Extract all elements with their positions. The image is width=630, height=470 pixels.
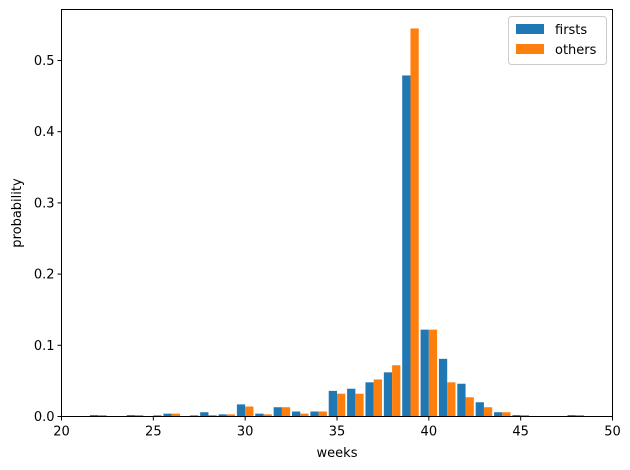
x-tick-label: 40 — [421, 425, 438, 440]
bar-firsts-40 — [420, 329, 429, 417]
bar-firsts-44 — [494, 412, 503, 417]
bar-firsts-42 — [457, 383, 466, 417]
bar-others-26 — [171, 413, 180, 417]
legend-swatch-others — [516, 44, 544, 54]
bar-firsts-24 — [126, 415, 135, 417]
bar-firsts-35 — [328, 390, 337, 417]
bar-firsts-32 — [273, 407, 282, 417]
bar-others-25 — [153, 415, 162, 417]
y-tick-label: 0.3 — [34, 196, 55, 211]
legend: firsts others — [508, 16, 607, 65]
bar-firsts-37 — [365, 382, 374, 417]
bar-others-41 — [447, 382, 456, 417]
bar-firsts-43 — [475, 402, 484, 417]
plot-frame — [61, 9, 613, 417]
x-tick-label: 25 — [145, 425, 162, 440]
bar-others-48 — [575, 415, 585, 417]
y-axis: 0.0 0.1 0.2 0.3 0.4 0.5 — [34, 54, 62, 425]
bar-others-44 — [502, 412, 511, 417]
bar-firsts-33 — [292, 411, 301, 417]
bar-firsts-22 — [89, 415, 99, 417]
bar-firsts-34 — [310, 411, 319, 417]
y-tick-label: 0.5 — [34, 54, 55, 69]
bar-others-30 — [245, 406, 254, 417]
bar-others-32 — [281, 407, 291, 417]
bar-others-22 — [98, 415, 107, 417]
x-axis-label: weeks — [317, 446, 358, 461]
x-tick-label: 35 — [329, 425, 346, 440]
y-tick-label: 0.0 — [34, 410, 55, 425]
bar-others-29 — [226, 414, 236, 417]
bar-others-27 — [190, 415, 199, 417]
bar-firsts-29 — [218, 414, 227, 417]
y-axis-label: probability — [10, 178, 25, 248]
bar-others-37 — [373, 379, 382, 417]
x-tick-label: 30 — [237, 425, 254, 440]
bar-firsts-39 — [402, 75, 411, 417]
bar-firsts-36 — [347, 388, 356, 417]
bar-others-45 — [520, 415, 529, 417]
bar-others-24 — [134, 415, 144, 417]
bar-others-33 — [300, 413, 309, 417]
bar-firsts-28 — [200, 412, 209, 417]
y-tick-label: 0.4 — [34, 125, 55, 140]
bar-firsts-41 — [438, 358, 448, 417]
x-tick-label: 20 — [53, 425, 70, 440]
bar-others-42 — [465, 397, 474, 417]
bar-others-35 — [337, 393, 346, 417]
bar-others-40 — [428, 329, 438, 417]
bar-firsts-48 — [567, 415, 576, 417]
bar-others-39 — [410, 28, 419, 417]
y-tick-label: 0.1 — [34, 339, 55, 354]
x-axis: 20 25 30 35 40 45 50 — [53, 416, 621, 440]
bar-others-28 — [208, 415, 217, 417]
bar-others-36 — [355, 393, 364, 417]
bar-others-34 — [318, 411, 327, 417]
y-tick-label: 0.2 — [34, 268, 55, 283]
x-tick-label: 50 — [604, 425, 621, 440]
bar-firsts-31 — [255, 413, 264, 417]
bar-firsts-45 — [512, 415, 521, 417]
legend-label-firsts: firsts — [555, 23, 587, 38]
bar-firsts-26 — [163, 413, 172, 417]
legend-label-others: others — [555, 43, 597, 58]
bar-others-38 — [392, 365, 401, 417]
bar-others-43 — [483, 407, 493, 417]
bar-firsts-30 — [236, 404, 246, 417]
x-tick-label: 45 — [512, 425, 529, 440]
bar-others-31 — [263, 414, 272, 417]
bars-layer — [89, 28, 585, 417]
bar-firsts-38 — [383, 372, 393, 417]
legend-swatch-firsts — [516, 24, 544, 34]
